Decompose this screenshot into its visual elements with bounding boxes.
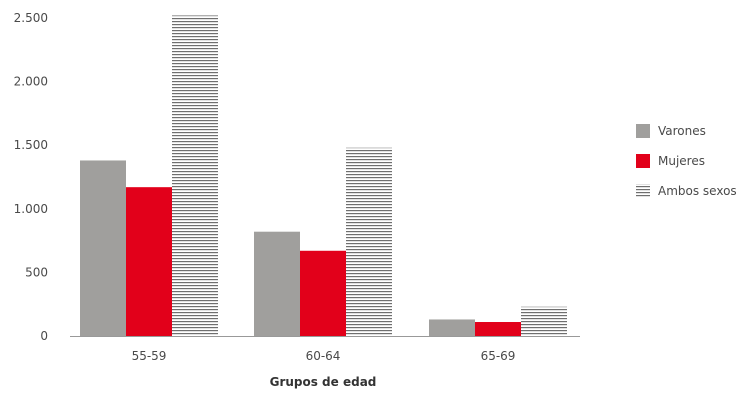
legend-label: Varones xyxy=(658,124,706,138)
bar-ambos-sexos xyxy=(172,15,218,337)
legend-swatch xyxy=(636,184,650,198)
y-tick-label: 0 xyxy=(40,329,48,343)
bar-ambos-sexos xyxy=(346,147,392,336)
y-tick-label: 1.500 xyxy=(14,138,48,152)
legend-swatch xyxy=(636,124,650,138)
x-tick-label: 55-59 xyxy=(132,349,167,363)
x-tick-label: 60-64 xyxy=(306,349,341,363)
bar-mujeres xyxy=(126,187,172,336)
bars xyxy=(80,15,567,337)
bar-mujeres xyxy=(300,250,346,336)
y-axis: 0 500 1.000 1.500 2.000 2.500 xyxy=(14,11,48,343)
bar-varones xyxy=(80,160,126,336)
x-tick-label: 65-69 xyxy=(481,349,516,363)
bar-mujeres xyxy=(475,322,521,336)
y-tick-label: 1.000 xyxy=(14,202,48,216)
legend: Varones Mujeres Ambos sexos xyxy=(636,124,737,198)
x-axis-title: Grupos de edad xyxy=(270,375,377,389)
legend-label: Mujeres xyxy=(658,154,705,168)
legend-swatch xyxy=(636,154,650,168)
bar-varones xyxy=(254,231,300,336)
y-tick-label: 500 xyxy=(25,265,48,279)
legend-label: Ambos sexos xyxy=(658,184,737,198)
bar-ambos-sexos xyxy=(521,306,567,336)
y-tick-label: 2.000 xyxy=(14,75,48,89)
x-axis: 55-59 60-64 65-69 xyxy=(70,336,580,363)
y-tick-label: 2.500 xyxy=(14,11,48,25)
bar-varones xyxy=(429,319,475,336)
